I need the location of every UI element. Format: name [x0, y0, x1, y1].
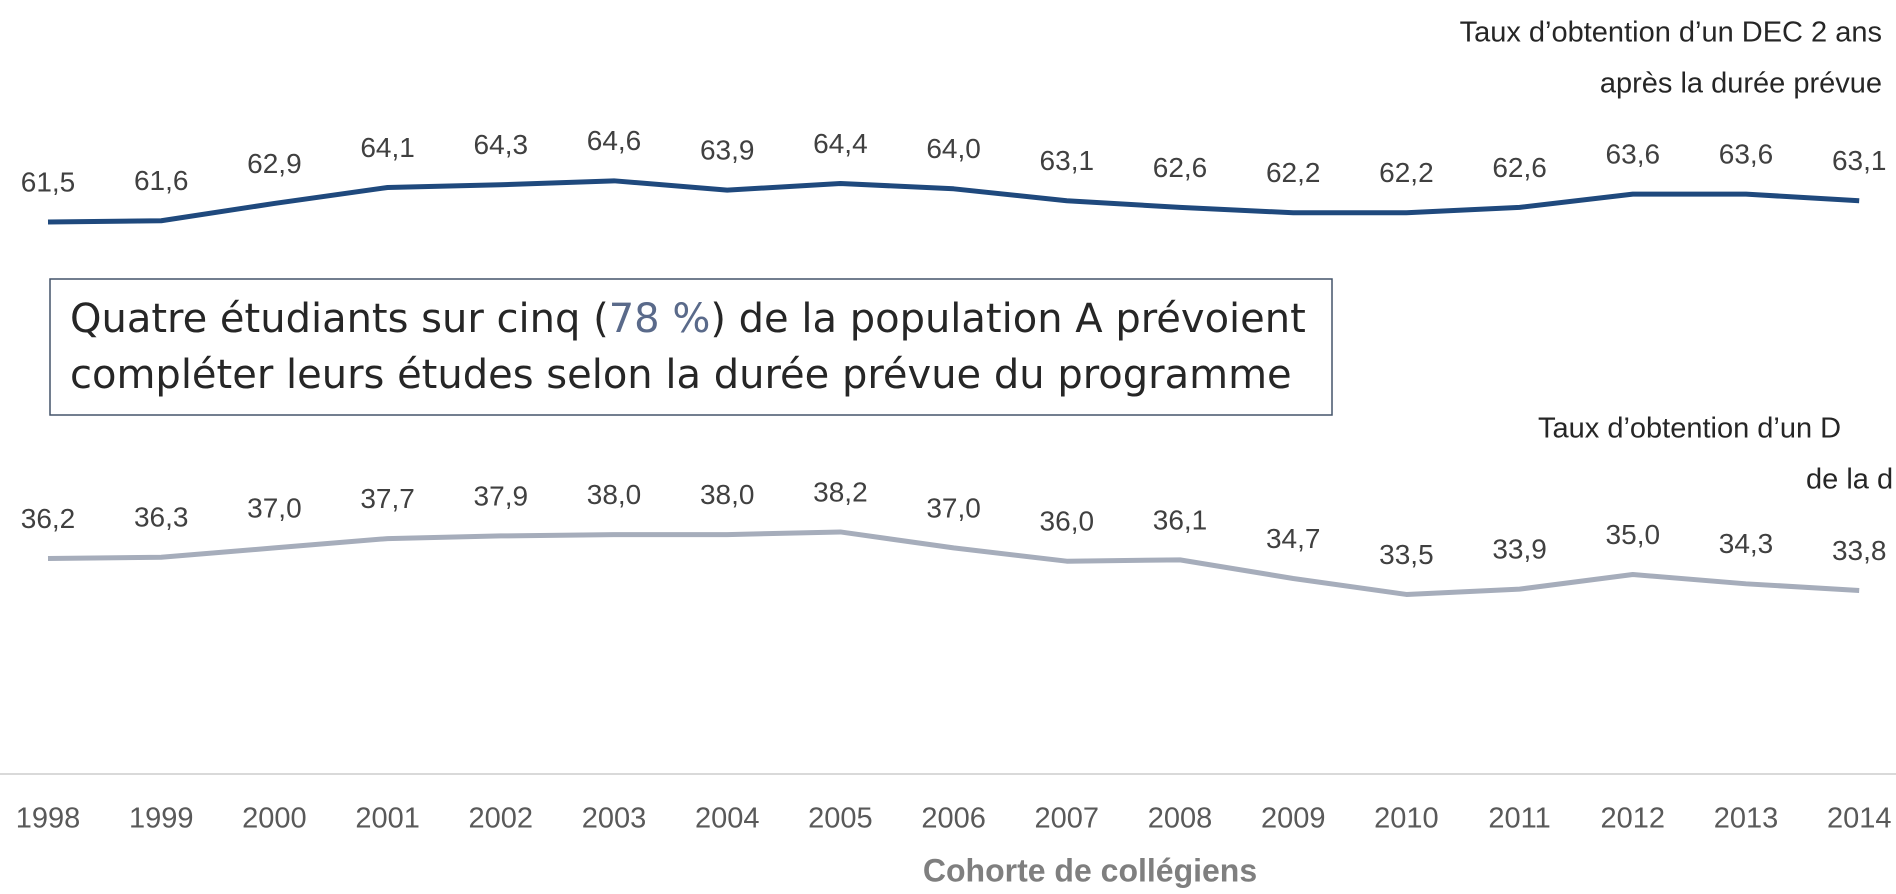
- value-label: 61,5: [21, 166, 76, 197]
- callout-line: Quatre étudiants sur cinq (78 %) de la p…: [70, 296, 1306, 342]
- x-tick-label: 2014: [1827, 803, 1892, 835]
- value-label: 34,3: [1719, 528, 1774, 559]
- x-tick-label: 2006: [921, 803, 986, 835]
- value-label: 63,6: [1606, 139, 1661, 170]
- value-label: 36,3: [134, 502, 189, 533]
- value-label: 37,9: [474, 480, 529, 511]
- callout-text: Quatre étudiants sur cinq (: [70, 296, 609, 342]
- series-label: de la d: [1806, 464, 1893, 496]
- callout-text: ) de la population A prévoient: [710, 296, 1306, 342]
- x-tick-label: 2010: [1374, 803, 1439, 835]
- value-label: 62,2: [1266, 157, 1321, 188]
- value-label: 64,4: [813, 128, 868, 159]
- callout-line: compléter leurs études selon la durée pr…: [70, 352, 1292, 398]
- x-axis-title: Cohorte de collégiens: [923, 852, 1257, 888]
- value-label: 64,1: [360, 132, 415, 163]
- series-label: après la durée prévue: [1600, 68, 1882, 100]
- value-label: 33,8: [1832, 535, 1887, 566]
- callout-highlight: 78 %: [609, 296, 711, 342]
- x-tick-label: 1999: [129, 803, 194, 835]
- value-label: 38,0: [700, 479, 755, 510]
- series-label: Taux d’obtention d’un DEC 2 ans: [1460, 17, 1882, 49]
- series-line: [47, 178, 1860, 225]
- value-label: 35,0: [1606, 519, 1661, 550]
- x-tick-label: 2007: [1035, 803, 1100, 835]
- x-tick-label: 2005: [808, 803, 873, 835]
- value-label: 63,1: [1040, 145, 1095, 176]
- value-label: 64,3: [474, 129, 529, 160]
- x-tick-label: 2013: [1714, 803, 1779, 835]
- value-label: 33,5: [1379, 539, 1434, 570]
- series-label: Taux d’obtention d’un D: [1538, 413, 1841, 445]
- value-label: 38,2: [813, 476, 868, 507]
- value-label: 62,6: [1153, 152, 1208, 183]
- x-tick-label: 2009: [1261, 803, 1326, 835]
- value-label: 63,9: [700, 135, 755, 166]
- value-label: 63,1: [1832, 145, 1887, 176]
- value-label: 37,0: [926, 492, 981, 523]
- value-label: 62,6: [1492, 152, 1547, 183]
- x-tick-label: 1998: [16, 803, 81, 835]
- value-label: 36,0: [1040, 506, 1095, 537]
- x-tick-label: 2011: [1488, 803, 1550, 835]
- x-tick-label: 2002: [469, 803, 534, 835]
- value-label: 62,9: [247, 148, 302, 179]
- x-tick-label: 2001: [355, 803, 420, 835]
- value-label: 61,6: [134, 165, 189, 196]
- value-label: 37,0: [247, 492, 302, 523]
- x-tick-label: 2012: [1601, 803, 1666, 835]
- callout-box: [49, 278, 1333, 416]
- x-tick-label: 2003: [582, 803, 647, 835]
- value-label: 37,7: [360, 483, 415, 514]
- value-label: 64,0: [926, 133, 981, 164]
- x-tick-label: 2004: [695, 803, 760, 835]
- value-label: 64,6: [587, 125, 642, 156]
- value-label: 63,6: [1719, 139, 1774, 170]
- value-label: 62,2: [1379, 157, 1434, 188]
- series-line: [47, 529, 1860, 597]
- value-label: 34,7: [1266, 523, 1321, 554]
- value-label: 36,1: [1153, 504, 1208, 535]
- x-tick-label: 2008: [1148, 803, 1213, 835]
- value-label: 36,2: [21, 503, 76, 534]
- value-label: 33,9: [1492, 534, 1547, 565]
- x-tick-label: 2000: [242, 803, 307, 835]
- value-label: 38,0: [587, 479, 642, 510]
